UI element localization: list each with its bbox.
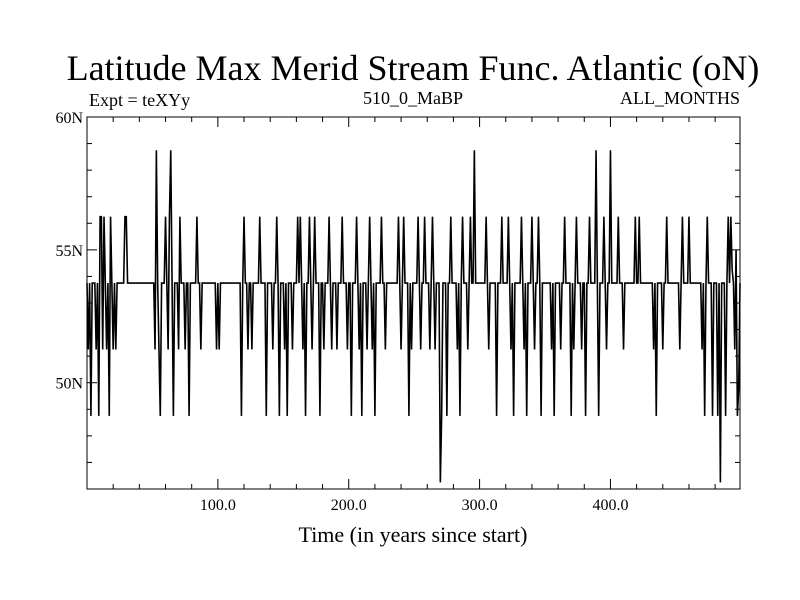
x-axis-label: Time (in years since start) (299, 522, 528, 547)
period-label: 510_0_MaBP (363, 88, 463, 108)
y-tick-label: 50N (55, 376, 83, 393)
x-tick-label: 100.0 (200, 497, 236, 514)
plot-frame (86, 116, 741, 490)
series-line (86, 150, 741, 483)
x-tick-label: 300.0 (462, 497, 498, 514)
x-tick-label: 200.0 (331, 497, 367, 514)
x-tick-label: 400.0 (592, 497, 628, 514)
chart-title: Latitude Max Merid Stream Func. Atlantic… (67, 48, 760, 88)
experiment-label: Expt = teXYy (89, 90, 190, 110)
y-tick-label: 55N (55, 243, 83, 260)
tick-labels: 100.0 200.0 300.0 400.0 50N 55N 60N (55, 110, 628, 514)
months-label: ALL_MONTHS (620, 88, 740, 108)
y-tick-label: 60N (55, 110, 83, 127)
